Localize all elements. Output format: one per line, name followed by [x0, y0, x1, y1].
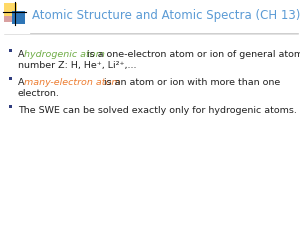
FancyBboxPatch shape [4, 3, 17, 16]
Text: A: A [18, 78, 28, 87]
Text: number Z: H, He⁺, Li²⁺,...: number Z: H, He⁺, Li²⁺,... [18, 61, 136, 70]
Text: many-electron atom: many-electron atom [24, 78, 121, 87]
FancyBboxPatch shape [9, 77, 12, 80]
FancyBboxPatch shape [9, 49, 12, 52]
Text: is an atom or ion with more than one: is an atom or ion with more than one [101, 78, 280, 87]
Text: Atomic Structure and Atomic Spectra (CH 13): Atomic Structure and Atomic Spectra (CH … [32, 9, 300, 22]
Text: hydrogenic atom: hydrogenic atom [24, 50, 105, 59]
FancyBboxPatch shape [12, 11, 25, 24]
FancyBboxPatch shape [9, 105, 12, 108]
Text: The SWE can be solved exactly only for hydrogenic atoms.: The SWE can be solved exactly only for h… [18, 106, 297, 115]
FancyBboxPatch shape [4, 11, 15, 22]
Text: A: A [18, 50, 28, 59]
Text: electron.: electron. [18, 89, 60, 98]
Text: is a one-electron atom or ion of general atomic: is a one-electron atom or ion of general… [84, 50, 300, 59]
